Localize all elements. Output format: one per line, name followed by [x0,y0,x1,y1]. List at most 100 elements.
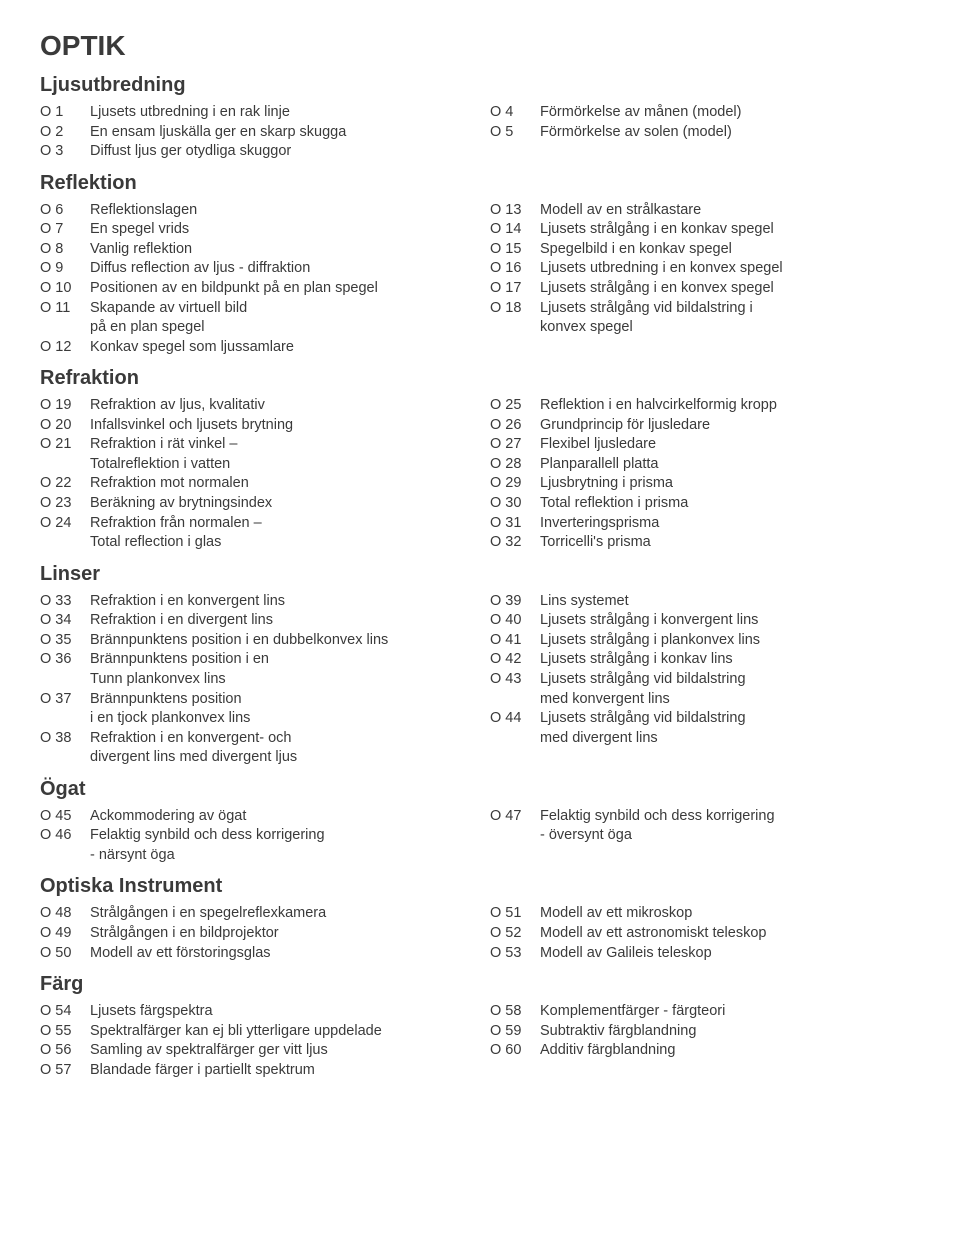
item-label: Strålgången i en spegelreflexkamera [90,904,470,924]
item-label: Ljusets strålgång vid bildalstring i [540,299,920,319]
section: Ögat O 45Ackommodering av ögatO 46Felakti… [40,778,920,866]
list-item: O 9Diffus reflection av ljus - diffrakti… [40,259,470,279]
list-item-continuation: i en tjock plankonvex lins [40,709,470,729]
item-code: O 58 [490,1002,540,1022]
item-code: O 29 [490,474,540,494]
item-code: O 57 [40,1061,90,1081]
item-code: O 50 [40,944,90,964]
item-code: O 14 [490,220,540,240]
section-heading: Färg [40,973,920,996]
item-label: Modell av ett mikroskop [540,904,920,924]
list-item: O 36Brännpunktens position i en [40,650,470,670]
item-label: Ljusets strålgång i plankonvex lins [540,631,920,651]
columns: O 45Ackommodering av ögatO 46Felaktig sy… [40,807,920,866]
list-item: O 41Ljusets strålgång i plankonvex lins [490,631,920,651]
item-code: O 7 [40,220,90,240]
item-label: Grundprincip för ljusledare [540,416,920,436]
list-item: O 34Refraktion i en divergent lins [40,611,470,631]
list-item: O 22Refraktion mot normalen [40,474,470,494]
list-item: O 1Ljusets utbredning i en rak linje [40,103,470,123]
item-code: O 44 [490,709,540,729]
list-item: O 3Diffust ljus ger otydliga skuggor [40,142,470,162]
item-label: Infallsvinkel och ljusets brytning [90,416,470,436]
section-heading: Ögat [40,778,920,801]
item-code: O 56 [40,1041,90,1061]
item-label: Refraktion i rät vinkel – [90,435,470,455]
item-code: O 60 [490,1041,540,1061]
list-item: O 33Refraktion i en konvergent lins [40,592,470,612]
item-code: O 15 [490,240,540,260]
section: Linser O 33Refraktion i en konvergent lin… [40,563,920,768]
list-item: O 10Positionen av en bildpunkt på en pla… [40,279,470,299]
item-label: Förmörkelse av månen (model) [540,103,920,123]
item-code: O 34 [40,611,90,631]
item-label: Torricelli's prisma [540,533,920,553]
list-item-continuation: Totalreflektion i vatten [40,455,470,475]
item-label: Ljusets strålgång i konkav lins [540,650,920,670]
list-item: O 24Refraktion från normalen – [40,514,470,534]
list-item: O 8Vanlig reflektion [40,240,470,260]
list-item-continuation: på en plan spegel [40,318,470,338]
list-item: O 56Samling av spektralfärger ger vitt l… [40,1041,470,1061]
section: ReflektionO 6ReflektionslagenO 7En spege… [40,172,920,358]
item-label: Spektralfärger kan ej bli ytterligare up… [90,1022,470,1042]
item-code: O 27 [490,435,540,455]
item-code: O 20 [40,416,90,436]
item-label: Förmörkelse av solen (model) [540,123,920,143]
item-label: Reflektion i en halvcirkelformig kropp [540,396,920,416]
list-item: O 26Grundprincip för ljusledare [490,416,920,436]
list-item: O 47Felaktig synbild och dess korrigerin… [490,807,920,827]
list-item: O 53Modell av Galileis teleskop [490,944,920,964]
item-code: O 5 [490,123,540,143]
item-code: O 25 [490,396,540,416]
item-code: O 1 [40,103,90,123]
list-item: O 37Brännpunktens position [40,690,470,710]
list-item: O 14Ljusets strålgång i en konkav spegel [490,220,920,240]
item-label: Samling av spektralfärger ger vitt ljus [90,1041,470,1061]
list-item: O 50Modell av ett förstoringsglas [40,944,470,964]
columns: O 48Strålgången i en spegelreflexkameraO… [40,904,920,963]
item-label: Spegelbild i en konkav spegel [540,240,920,260]
column-right: O 51Modell av ett mikroskopO 52Modell av… [490,904,920,963]
list-item: O 20Infallsvinkel och ljusets brytning [40,416,470,436]
item-label: Lins systemet [540,592,920,612]
item-code: O 53 [490,944,540,964]
item-label: Refraktion i en konvergent- och [90,729,470,749]
column-left: O 1Ljusets utbredning i en rak linjeO 2E… [40,103,470,162]
item-label: Diffust ljus ger otydliga skuggor [90,142,470,162]
item-label: Ljusets strålgång vid bildalstring [540,709,920,729]
column-left: O 33Refraktion i en konvergent linsO 34R… [40,592,470,768]
page-title: OPTIK [40,30,920,62]
item-code: O 40 [490,611,540,631]
item-label: Ljusets färgspektra [90,1002,470,1022]
item-label: Vanlig reflektion [90,240,470,260]
item-code: O 3 [40,142,90,162]
item-label: Ljusets strålgång i en konvex spegel [540,279,920,299]
item-code: O 49 [40,924,90,944]
item-code: O 26 [490,416,540,436]
list-item: O 15Spegelbild i en konkav spegel [490,240,920,260]
list-item: O 59Subtraktiv färgblandning [490,1022,920,1042]
item-code: O 48 [40,904,90,924]
list-item: O 11Skapande av virtuell bild [40,299,470,319]
item-code: O 21 [40,435,90,455]
section-heading: Linser [40,563,920,586]
list-item: O 46Felaktig synbild och dess korrigerin… [40,826,470,846]
list-item: O 5Förmörkelse av solen (model) [490,123,920,143]
section: LjusutbredningO 1Ljusets utbredning i en… [40,74,920,162]
section-heading: Refraktion [40,367,920,390]
list-item: O 55Spektralfärger kan ej bli ytterligar… [40,1022,470,1042]
list-item-continuation: Total reflection i glas [40,533,470,553]
item-code: O 45 [40,807,90,827]
item-code: O 33 [40,592,90,612]
list-item-continuation: - översynt öga [490,826,920,846]
item-code: O 28 [490,455,540,475]
list-item: O 13Modell av en strålkastare [490,201,920,221]
item-code: O 51 [490,904,540,924]
list-item: O 17Ljusets strålgång i en konvex spegel [490,279,920,299]
list-item: O 54Ljusets färgspektra [40,1002,470,1022]
item-code: O 16 [490,259,540,279]
section-heading: Reflektion [40,172,920,195]
item-code: O 31 [490,514,540,534]
list-item: O 4Förmörkelse av månen (model) [490,103,920,123]
